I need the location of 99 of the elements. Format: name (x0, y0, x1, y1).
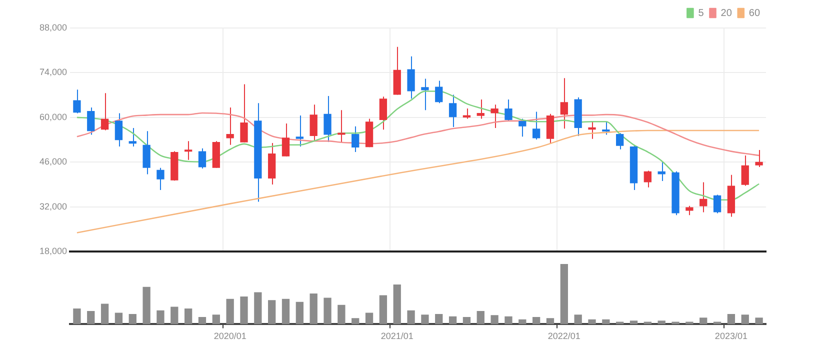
candlestick (560, 78, 568, 130)
candlestick (686, 205, 694, 216)
candlestick (128, 127, 136, 148)
x-tick-label: 2023/01 (714, 331, 748, 342)
candlestick (73, 89, 81, 114)
bar (156, 310, 164, 324)
bar (240, 296, 248, 324)
line-series (76, 130, 760, 234)
candlestick (240, 84, 248, 143)
y-tick-label: 46,000 (39, 156, 67, 167)
candlestick (588, 121, 596, 140)
bar (184, 308, 192, 324)
bar (379, 295, 388, 324)
candlestick (421, 78, 429, 111)
candlestick (338, 110, 346, 143)
bar (198, 316, 206, 324)
candlestick (462, 108, 471, 120)
bar (170, 306, 178, 324)
bar (282, 298, 290, 324)
candlestick (658, 161, 666, 182)
candlestick (602, 121, 610, 136)
bar (87, 310, 95, 324)
candlestick (518, 118, 526, 138)
candlestick (532, 111, 540, 140)
candlestick (546, 113, 554, 144)
bar (727, 314, 736, 324)
bar (435, 314, 443, 324)
bar (532, 316, 540, 324)
candlestick (490, 104, 498, 128)
bar (658, 320, 666, 324)
candlestick (435, 80, 443, 104)
bar (114, 312, 123, 324)
bar (324, 298, 332, 324)
candlestick (644, 170, 652, 188)
bar (546, 318, 554, 324)
candlestick (352, 126, 360, 152)
candlestick (87, 107, 95, 136)
x-tick-label: 2022/01 (548, 331, 580, 342)
bar (393, 284, 401, 324)
bar (630, 320, 638, 324)
y-tick-label: 18,000 (39, 246, 67, 256)
candlestick (114, 112, 123, 148)
bar (588, 319, 596, 324)
candlestick (476, 99, 484, 120)
bar (352, 318, 360, 324)
bar (310, 294, 318, 324)
bar (504, 316, 512, 324)
bar (365, 312, 374, 324)
bar (100, 304, 109, 324)
y-tick-label: 32,000 (39, 201, 67, 212)
bar (602, 319, 610, 324)
bar (73, 308, 81, 324)
candlestick (616, 132, 624, 150)
y-tick-label: 88,000 (39, 22, 67, 32)
bar (574, 314, 582, 324)
bar (268, 300, 276, 324)
bar (421, 314, 429, 324)
bar (128, 314, 136, 324)
candlestick (226, 107, 234, 146)
candlestick (296, 115, 304, 148)
candlestick (156, 167, 164, 190)
candlestick (142, 130, 150, 175)
bar (142, 286, 150, 324)
bar (741, 314, 749, 324)
bar (462, 316, 471, 324)
candlestick (100, 92, 109, 131)
candlestick (713, 194, 722, 214)
bar (518, 319, 526, 324)
candlestick (407, 56, 415, 100)
bar (296, 302, 304, 324)
candlestick (379, 96, 388, 130)
bar (226, 298, 234, 324)
bar (212, 314, 220, 324)
bar (476, 310, 484, 324)
x-tick-label: 2020/01 (214, 331, 246, 342)
candlestick (184, 140, 192, 160)
candlestick (448, 94, 457, 128)
bar (448, 316, 457, 324)
candlestick (282, 123, 290, 157)
bar (254, 292, 262, 324)
x-tick-label: 2021/01 (380, 331, 414, 342)
bar (407, 310, 415, 324)
bar (338, 304, 346, 324)
y-tick-label: 60,000 (39, 112, 67, 122)
candlestick (755, 150, 763, 168)
candlestick (198, 148, 206, 170)
candlestick (741, 154, 749, 186)
bar (700, 318, 708, 324)
candlestick (504, 99, 512, 122)
legend-label: 60 (748, 8, 760, 19)
candlestick (324, 96, 332, 143)
legend-label: 5 (698, 8, 704, 19)
bar (560, 264, 568, 324)
bar (490, 315, 498, 324)
candlestick (700, 182, 708, 213)
legend-label: 20 (720, 8, 732, 19)
y-tick-label: 74,000 (39, 67, 67, 78)
candlestick (310, 104, 318, 142)
bar (755, 318, 763, 324)
